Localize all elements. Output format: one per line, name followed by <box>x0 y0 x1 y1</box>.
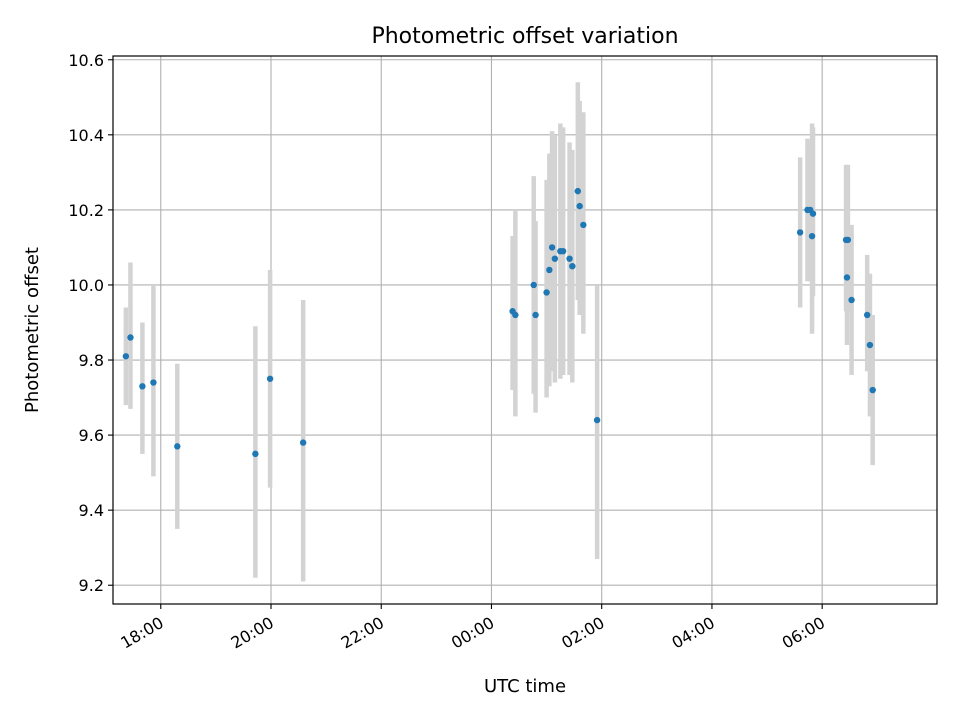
data-point <box>174 443 181 450</box>
y-axis-ticks: 9.2 9.4 9.6 9.8 10.0 10.2 10.4 10.6 <box>68 51 113 595</box>
data-point <box>580 221 587 229</box>
y-tick-label: 10.0 <box>68 276 104 295</box>
data-point <box>569 262 576 270</box>
y-tick-label: 10.6 <box>68 51 104 70</box>
data-point <box>299 439 307 446</box>
grid <box>113 56 937 604</box>
data-point <box>551 255 559 262</box>
data-point <box>139 383 146 390</box>
y-tick-label: 10.2 <box>68 201 104 220</box>
plot-frame <box>112 55 938 605</box>
data-point <box>127 334 134 341</box>
data-point <box>122 353 130 360</box>
x-axis-label: UTC time <box>484 676 566 697</box>
chart-title: Photometric offset variation <box>371 24 678 49</box>
data-point <box>150 379 157 386</box>
y-tick-label: 9.6 <box>79 426 104 445</box>
data-point <box>543 289 550 296</box>
data-point <box>808 232 816 240</box>
data-point <box>796 229 804 236</box>
data-point <box>252 450 259 458</box>
data-point <box>574 187 582 195</box>
data-point <box>266 375 274 382</box>
data-point <box>546 266 553 274</box>
data-points <box>122 187 876 458</box>
y-tick-label: 9.8 <box>79 351 104 370</box>
data-point <box>593 416 601 424</box>
data-point <box>566 255 573 262</box>
data-point <box>844 236 852 244</box>
y-tick-label: 9.2 <box>79 576 104 595</box>
data-point <box>559 247 567 255</box>
data-point <box>512 311 519 319</box>
data-point <box>576 202 583 210</box>
data-point <box>809 210 817 217</box>
data-point <box>532 311 539 319</box>
data-point <box>863 311 871 319</box>
data-point <box>530 281 537 289</box>
y-axis-label: Photometric offset <box>22 247 43 413</box>
data-point <box>848 296 855 304</box>
data-point <box>548 244 556 251</box>
data-point <box>869 386 876 394</box>
y-tick-label: 10.4 <box>68 126 104 145</box>
data-point <box>866 341 874 349</box>
y-tick-label: 9.4 <box>79 501 104 520</box>
data-point <box>843 274 851 281</box>
